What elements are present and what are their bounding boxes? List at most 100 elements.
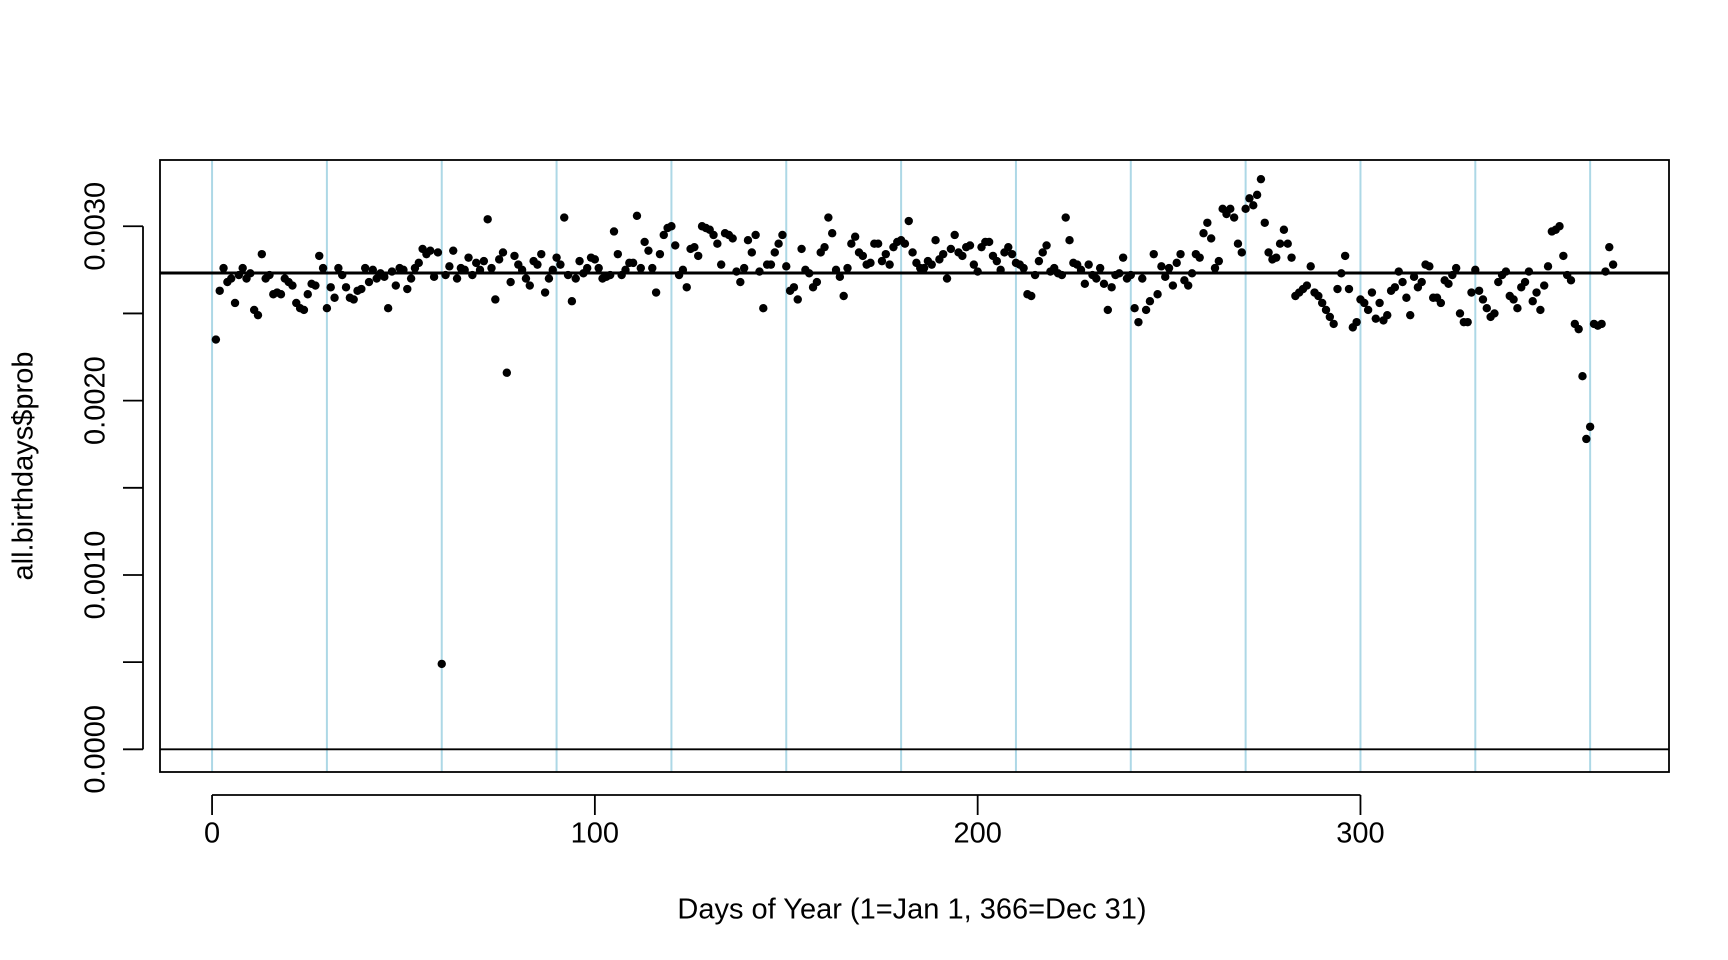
point xyxy=(1501,267,1511,276)
point xyxy=(1578,372,1587,381)
point xyxy=(1042,241,1051,250)
point xyxy=(847,239,856,248)
point xyxy=(1360,298,1369,308)
point xyxy=(414,258,423,268)
point xyxy=(1272,253,1281,262)
point xyxy=(1145,297,1155,306)
point xyxy=(1425,262,1434,271)
point xyxy=(713,239,722,248)
point xyxy=(315,251,324,261)
point xyxy=(330,293,339,302)
point xyxy=(552,253,561,262)
point xyxy=(506,277,515,287)
point xyxy=(299,305,309,315)
point xyxy=(1509,295,1518,304)
point xyxy=(1172,258,1181,268)
point xyxy=(1095,263,1105,273)
point xyxy=(1176,249,1185,259)
point xyxy=(234,270,244,280)
point xyxy=(594,263,603,273)
point xyxy=(265,270,274,280)
point xyxy=(958,251,967,261)
point xyxy=(276,290,286,299)
point xyxy=(1513,304,1522,313)
point xyxy=(357,284,366,294)
point xyxy=(1115,269,1124,278)
x-axis-title: Days of Year (1=Jan 1, 366=Dec 31) xyxy=(677,894,1146,926)
point xyxy=(1608,260,1618,269)
point xyxy=(483,215,492,224)
point xyxy=(1164,263,1174,273)
point xyxy=(1340,251,1350,261)
point xyxy=(1138,274,1147,283)
point xyxy=(690,242,699,252)
point xyxy=(433,248,443,257)
point xyxy=(1344,284,1354,294)
point xyxy=(1275,239,1285,248)
point xyxy=(782,262,791,271)
point xyxy=(931,236,940,245)
point xyxy=(1314,291,1323,301)
point xyxy=(318,263,328,273)
point xyxy=(563,270,573,280)
point xyxy=(682,283,691,292)
point xyxy=(391,281,401,290)
point xyxy=(1057,270,1067,280)
point xyxy=(227,274,236,283)
point xyxy=(728,234,737,243)
point xyxy=(1249,201,1258,210)
point xyxy=(1455,309,1465,318)
point xyxy=(732,267,741,276)
point xyxy=(1302,281,1312,290)
point xyxy=(1555,222,1564,231)
point xyxy=(544,274,554,283)
x-tick-label: 100 xyxy=(571,818,619,850)
point xyxy=(1252,190,1262,200)
point xyxy=(877,256,887,266)
point xyxy=(230,298,240,308)
point xyxy=(253,310,263,320)
point xyxy=(1394,267,1403,276)
point xyxy=(368,265,378,275)
point xyxy=(437,659,446,669)
point xyxy=(1153,290,1162,299)
point xyxy=(1245,194,1254,203)
point xyxy=(1161,272,1170,282)
point xyxy=(1034,256,1044,266)
point xyxy=(747,248,757,257)
point xyxy=(1287,253,1296,262)
point xyxy=(334,263,343,273)
point xyxy=(858,251,868,261)
point xyxy=(1585,422,1595,431)
point xyxy=(1375,298,1384,308)
point xyxy=(521,274,531,283)
point xyxy=(426,246,435,255)
point xyxy=(1214,256,1224,266)
y-tick-label: 0.0020 xyxy=(80,356,112,445)
point xyxy=(1463,317,1472,327)
point xyxy=(628,258,638,268)
point xyxy=(494,255,504,264)
point xyxy=(1256,174,1266,184)
point xyxy=(238,263,247,273)
point xyxy=(946,244,956,254)
point xyxy=(464,253,473,262)
point xyxy=(651,288,661,297)
point xyxy=(445,262,454,271)
point xyxy=(644,246,653,255)
point xyxy=(694,251,703,261)
point xyxy=(839,291,848,301)
point xyxy=(766,260,776,269)
point xyxy=(648,263,657,273)
point xyxy=(1582,434,1591,444)
point xyxy=(1203,218,1212,227)
point xyxy=(1597,319,1606,329)
point xyxy=(969,260,979,269)
point xyxy=(1601,267,1610,276)
point xyxy=(1264,248,1273,257)
point xyxy=(556,260,565,269)
point xyxy=(1233,239,1243,248)
point xyxy=(1383,310,1392,320)
point xyxy=(1241,204,1250,214)
point xyxy=(1184,281,1193,290)
